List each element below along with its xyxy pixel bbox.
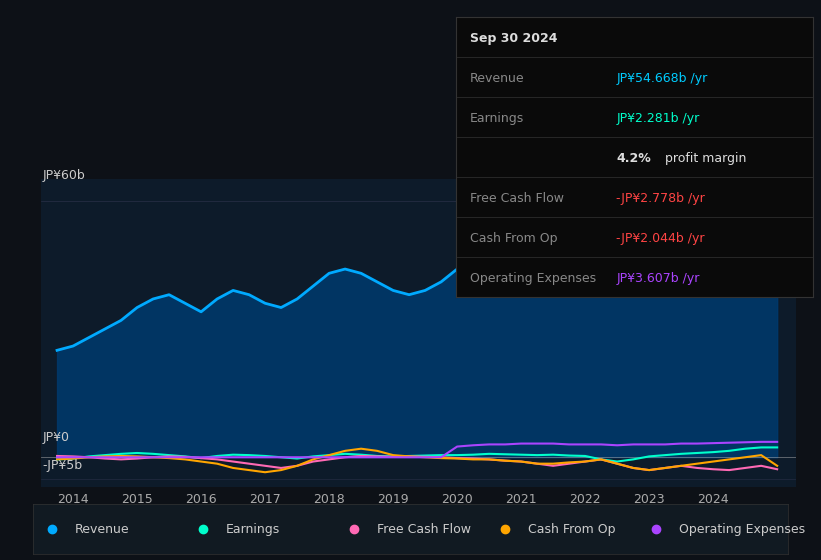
Text: Cash From Op: Cash From Op [528, 522, 615, 536]
Text: Operating Expenses: Operating Expenses [679, 522, 805, 536]
Text: JP¥2.281b /yr: JP¥2.281b /yr [617, 113, 699, 125]
Text: -JP¥2.778b /yr: -JP¥2.778b /yr [617, 192, 705, 206]
Text: JP¥0: JP¥0 [43, 431, 70, 444]
Text: Revenue: Revenue [75, 522, 129, 536]
Text: -JP¥5b: -JP¥5b [43, 459, 83, 472]
Text: Earnings: Earnings [470, 113, 524, 125]
Text: Earnings: Earnings [226, 522, 280, 536]
Text: Operating Expenses: Operating Expenses [470, 272, 596, 285]
Text: profit margin: profit margin [661, 152, 746, 165]
Text: JP¥60b: JP¥60b [43, 169, 85, 182]
Text: JP¥3.607b /yr: JP¥3.607b /yr [617, 272, 699, 285]
Text: 4.2%: 4.2% [617, 152, 651, 165]
Text: Cash From Op: Cash From Op [470, 232, 557, 245]
Text: Free Cash Flow: Free Cash Flow [470, 192, 564, 206]
Text: Free Cash Flow: Free Cash Flow [377, 522, 470, 536]
Text: Sep 30 2024: Sep 30 2024 [470, 32, 557, 45]
Text: Revenue: Revenue [470, 72, 525, 85]
Text: -JP¥2.044b /yr: -JP¥2.044b /yr [617, 232, 705, 245]
Text: JP¥54.668b /yr: JP¥54.668b /yr [617, 72, 708, 85]
